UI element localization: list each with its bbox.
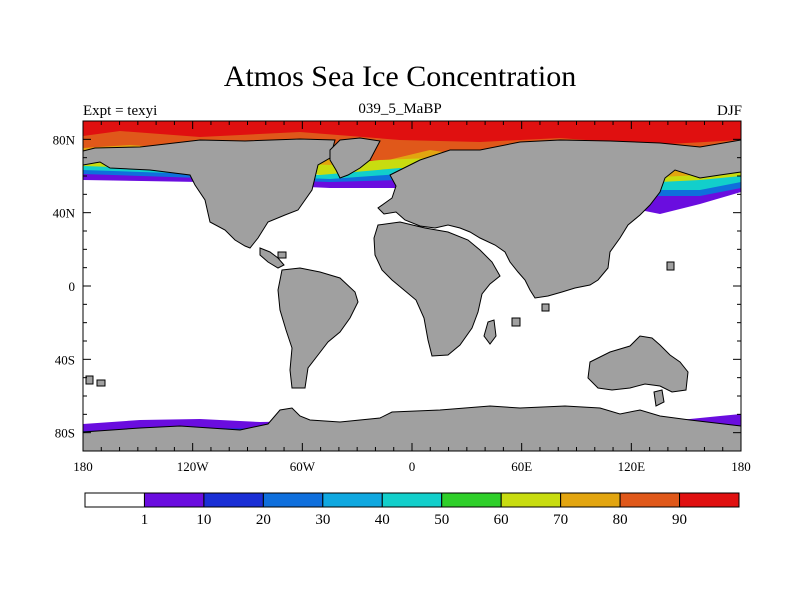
land-north-america: [83, 138, 336, 249]
colorbar: 1 10 20 30 40 50 60 70 80 90: [84, 492, 740, 528]
lon-tick-label: 0: [409, 459, 416, 474]
colorbar-label: 90: [672, 512, 687, 528]
colorbar-label: 80: [613, 512, 628, 528]
longitude-axis: 180 120W 60W 0 60E 120E 180: [73, 121, 751, 474]
lon-tick-label: 60E: [511, 459, 532, 474]
lat-tick-label: 0: [69, 279, 76, 294]
colorbar-swatch: [381, 492, 443, 508]
map-subtitle: 039_5_MaBP: [358, 101, 442, 117]
land-madagascar: [483, 319, 497, 345]
land-caribbean-island: [277, 251, 287, 259]
land-south-america: [277, 267, 359, 389]
season-label: DJF: [716, 103, 742, 119]
colorbar-swatch: [619, 492, 681, 508]
latitude-axis: 80N 40N 0 40S 80S: [53, 120, 741, 452]
land-new-zealand: [653, 389, 665, 407]
map-title: Atmos Sea Ice Concentration: [223, 60, 577, 93]
lat-tick-label: 40S: [55, 352, 75, 367]
colorbar-swatch: [679, 492, 740, 508]
map-panel: [83, 121, 741, 451]
land-indonesia: [511, 317, 521, 327]
lon-tick-label: 60W: [290, 459, 316, 474]
colorbar-label: 40: [375, 512, 390, 528]
colorbar-swatch: [143, 492, 205, 508]
colorbar-swatch: [322, 492, 383, 508]
land-japan: [666, 261, 675, 271]
land-masses: [83, 137, 741, 451]
experiment-label: Expt = texyi: [83, 103, 158, 119]
colorbar-label: 10: [196, 512, 211, 528]
colorbar-swatch: [560, 492, 621, 508]
land-pacific-island-2: [96, 379, 106, 387]
colorbar-label: 1: [141, 512, 149, 528]
land-central-america: [259, 247, 285, 269]
land-greenland: [329, 137, 381, 179]
lon-tick-label: 120W: [177, 459, 210, 474]
colorbar-swatch: [84, 492, 145, 508]
lat-tick-label: 80N: [53, 132, 76, 147]
land-pacific-island-1: [85, 375, 94, 385]
colorbar-label: 60: [494, 512, 509, 528]
land-sri-lanka: [541, 303, 550, 312]
land-eurasia: [377, 139, 741, 299]
colorbar-label: 50: [434, 512, 449, 528]
land-africa: [373, 221, 501, 357]
colorbar-label: 30: [315, 512, 330, 528]
lon-tick-label: 180: [731, 459, 751, 474]
lon-tick-label: 120E: [618, 459, 646, 474]
colorbar-swatch: [441, 492, 502, 508]
land-antarctica: [83, 405, 741, 451]
lon-tick-label: 180: [73, 459, 93, 474]
land-australia: [587, 335, 689, 393]
lat-tick-label: 80S: [55, 426, 75, 441]
ice-band-80: [83, 131, 741, 165]
lat-tick-label: 40N: [53, 206, 76, 221]
colorbar-swatch: [262, 492, 324, 508]
colorbar-label: 20: [256, 512, 271, 528]
colorbar-label: 70: [553, 512, 568, 528]
colorbar-swatch: [203, 492, 264, 508]
colorbar-swatch: [500, 492, 562, 508]
